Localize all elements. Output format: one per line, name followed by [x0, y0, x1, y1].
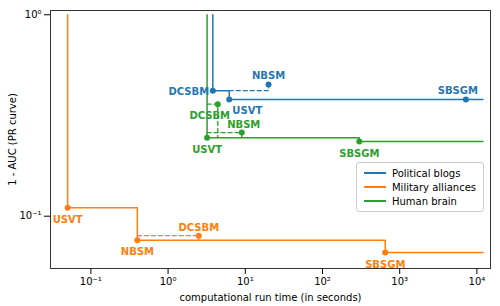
svg-text:DCSBM: DCSBM — [189, 110, 230, 121]
svg-text:10⁻¹: 10⁻¹ — [19, 210, 41, 221]
svg-text:DCSBM: DCSBM — [169, 86, 210, 97]
svg-text:10⁰: 10⁰ — [25, 9, 42, 20]
svg-text:DCSBM: DCSBM — [178, 222, 219, 233]
svg-text:10⁴: 10⁴ — [469, 276, 486, 287]
svg-text:USVT: USVT — [232, 105, 262, 116]
svg-text:10⁰: 10⁰ — [160, 276, 177, 287]
svg-text:10¹: 10¹ — [237, 276, 254, 287]
svg-text:10⁻¹: 10⁻¹ — [80, 276, 102, 287]
html-text:Human brain: Human brain — [392, 195, 457, 207]
svg-text:SBSGM: SBSGM — [365, 259, 405, 270]
svg-text:SBSGM: SBSGM — [438, 85, 478, 96]
svg-text:NBSM: NBSM — [227, 119, 260, 130]
svg-text:NBSM: NBSM — [121, 246, 154, 257]
svg-text:1 - AUC (PR curve): 1 - AUC (PR curve) — [7, 93, 18, 186]
svg-text:NBSM: NBSM — [252, 70, 285, 81]
svg-text:USVT: USVT — [53, 214, 83, 225]
svg-text:USVT: USVT — [192, 144, 222, 155]
svg-text:10³: 10³ — [391, 276, 408, 287]
svg-text:SBSGM: SBSGM — [339, 148, 379, 159]
html-text:Military alliances: Military alliances — [392, 181, 476, 193]
html-text:Political blogs: Political blogs — [392, 167, 461, 179]
svg-text:10²: 10² — [314, 276, 331, 287]
svg-text:computational run time (in sec: computational run time (in seconds) — [179, 292, 361, 303]
